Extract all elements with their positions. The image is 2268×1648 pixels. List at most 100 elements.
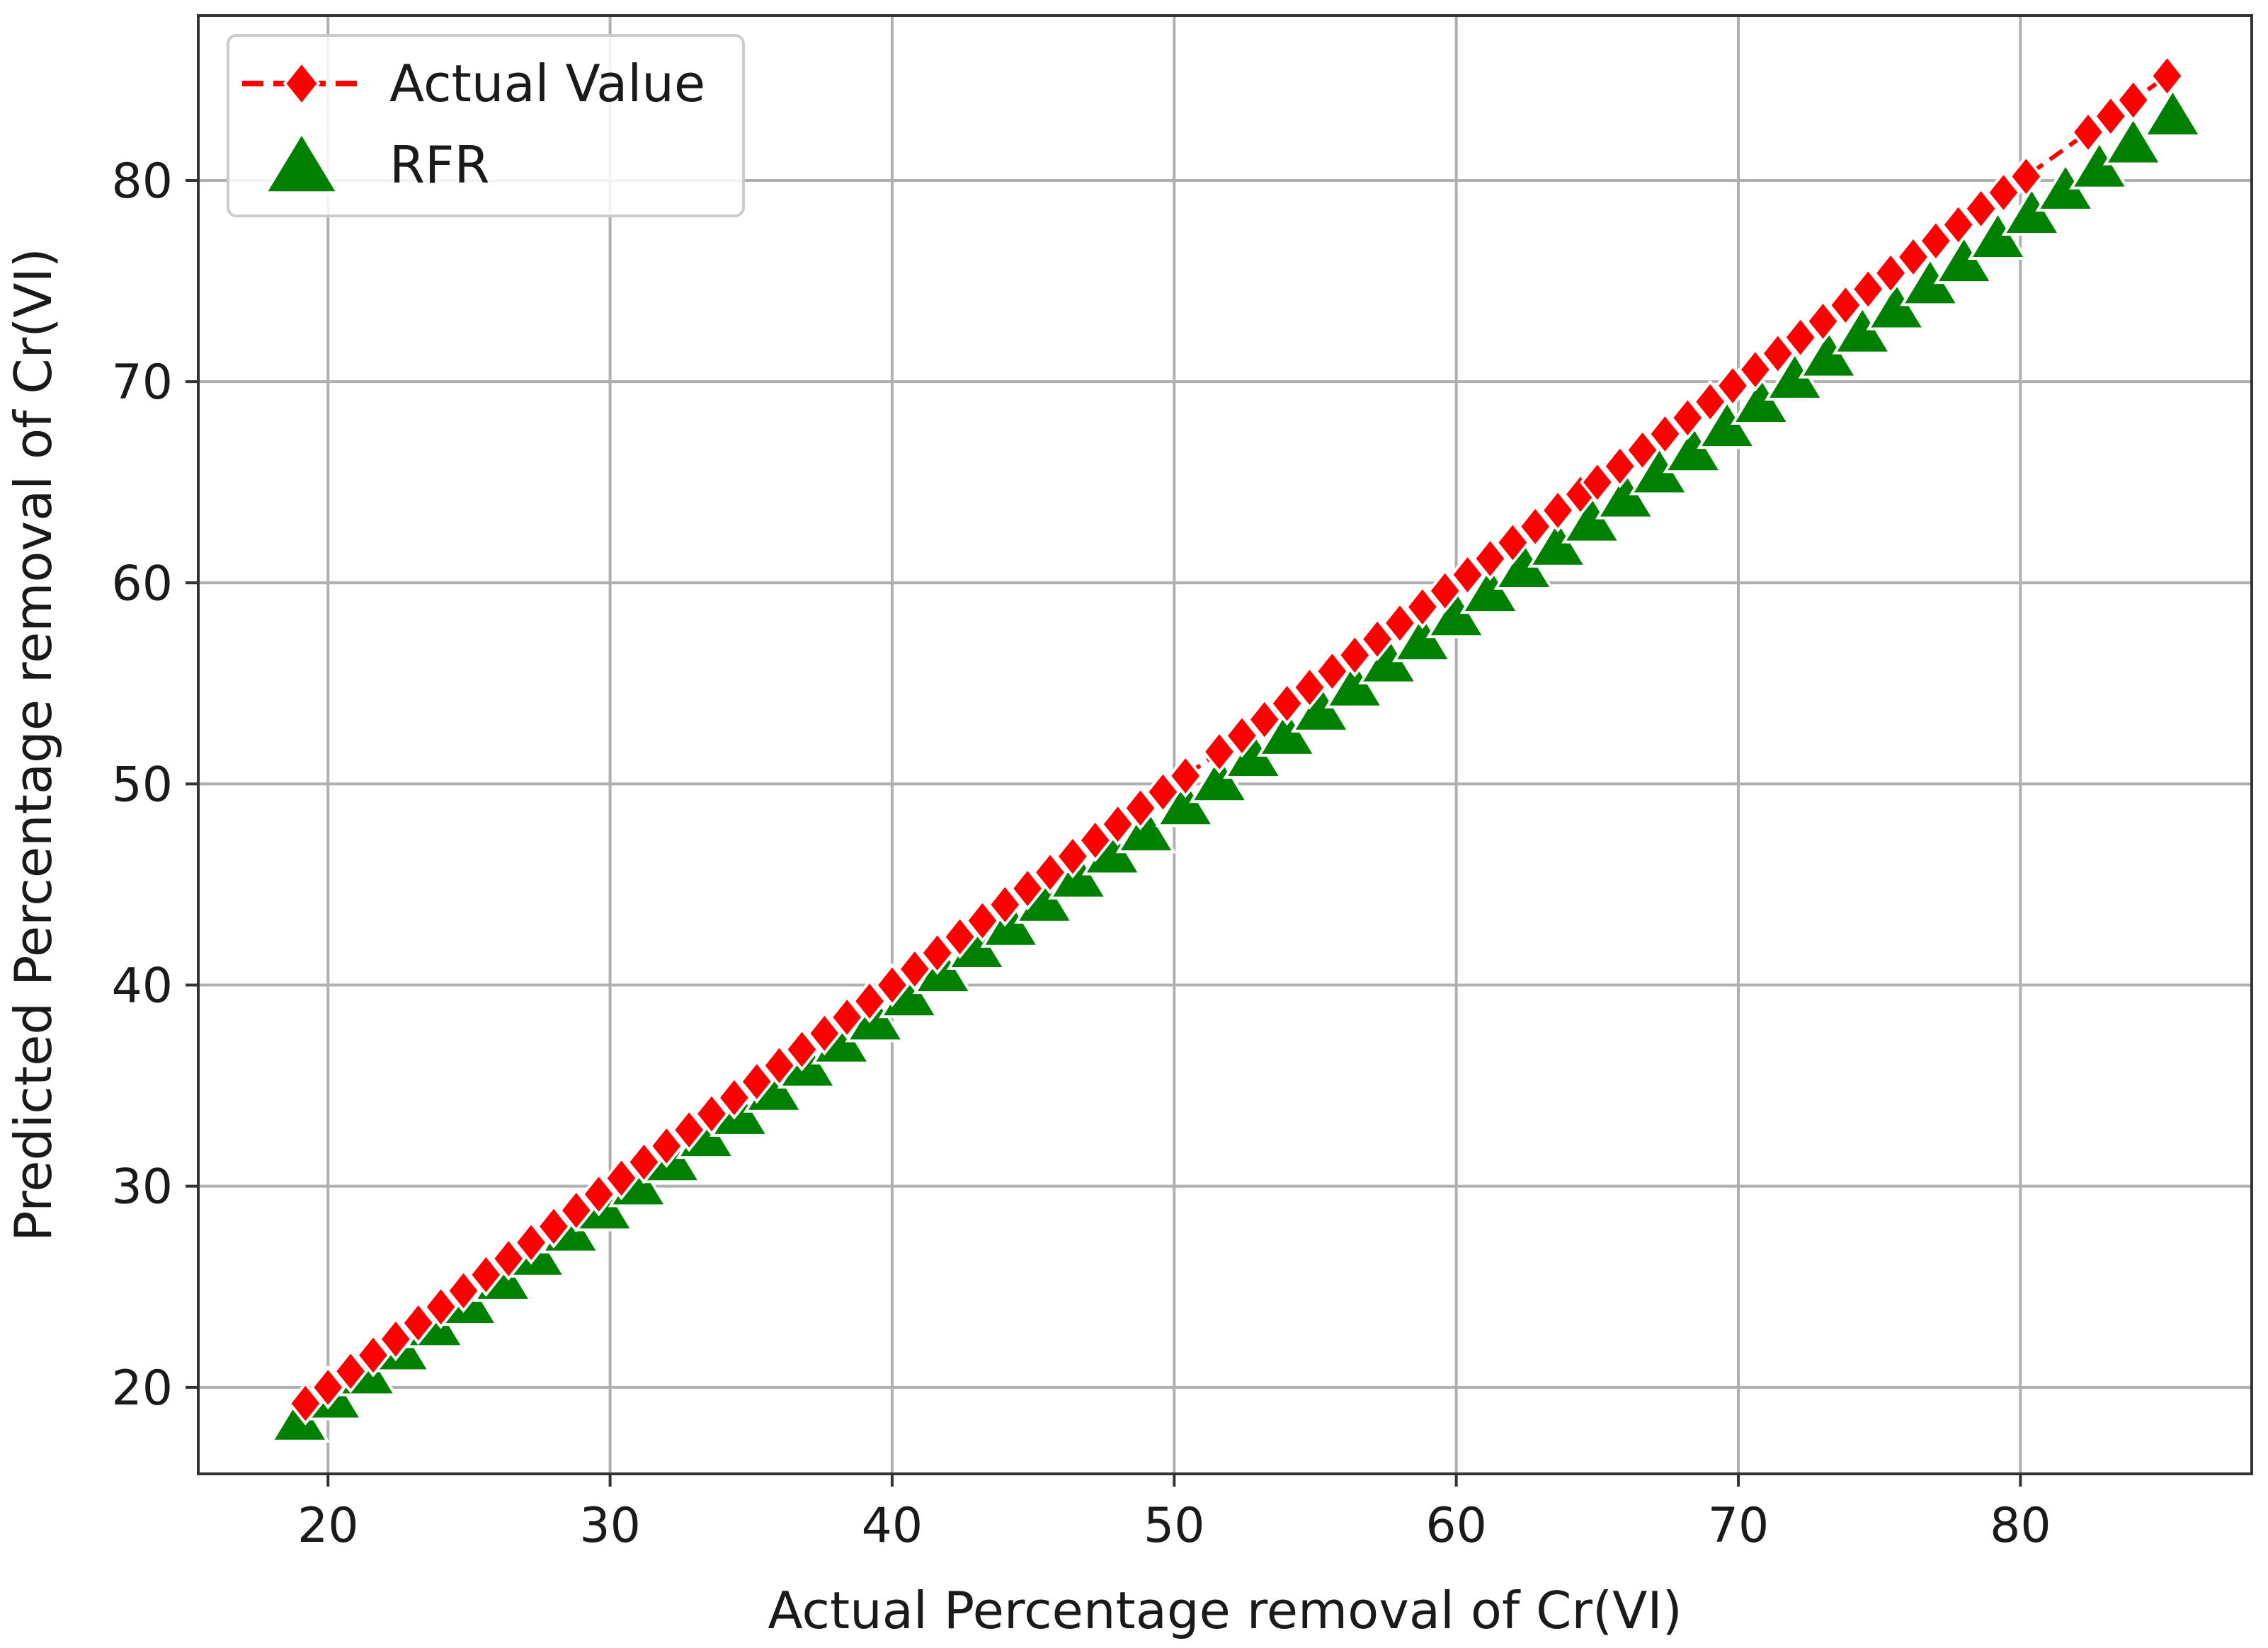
actual-value-point <box>1850 267 1886 311</box>
actual-value-point <box>1449 552 1486 597</box>
actual-value-point <box>1715 363 1750 408</box>
y-tick-label: 60 <box>111 556 173 612</box>
legend-actual-value-diamond <box>283 59 321 108</box>
actual-value-point <box>1602 444 1638 488</box>
y-tick-label: 80 <box>111 154 173 210</box>
actual-value-point <box>1940 202 1976 247</box>
rfr-point <box>2102 115 2164 166</box>
actual-value-point <box>1495 520 1531 565</box>
actual-value-point <box>603 1156 639 1201</box>
actual-value-point <box>1760 331 1796 376</box>
actual-value-point <box>874 963 910 1007</box>
actual-value-point <box>1337 633 1373 677</box>
actual-value-point <box>1692 379 1728 424</box>
actual-value-point <box>1985 170 2022 215</box>
y-tick-label: 30 <box>111 1160 173 1215</box>
legend-actual-value-label: Actual Value <box>389 54 705 113</box>
actual-value-point <box>333 1349 369 1394</box>
axes-frame <box>197 14 2253 1475</box>
y-tick-label: 50 <box>111 757 173 813</box>
actual-value-point <box>287 1381 324 1426</box>
actual-value-point <box>896 946 933 992</box>
actual-value-point <box>1032 850 1068 895</box>
actual-value-point <box>2149 54 2185 98</box>
actual-value-point <box>1077 818 1113 863</box>
actual-value-point <box>310 1365 346 1410</box>
actual-value-point <box>1269 681 1305 726</box>
actual-value-point <box>1054 834 1090 879</box>
actual-value-point <box>2070 110 2106 155</box>
x-tick-label: 40 <box>862 1498 923 1554</box>
actual-value-point <box>852 979 888 1024</box>
actual-value-point <box>1100 802 1136 847</box>
actual-value-point <box>1828 282 1864 328</box>
actual-value-point <box>445 1269 481 1313</box>
actual-value-point <box>1963 186 1999 231</box>
actual-value-point <box>1382 600 1418 646</box>
x-axis-label: Actual Percentage removal of Cr(VI) <box>768 1581 1682 1640</box>
actual-value-point <box>1517 504 1554 549</box>
actual-value-point <box>1224 714 1260 758</box>
actual-value-point <box>919 930 955 975</box>
actual-value-point <box>1917 219 1954 263</box>
series-rfr <box>269 87 2204 1443</box>
legend-rfr-triangle <box>263 130 341 195</box>
actual-value-point <box>400 1300 436 1346</box>
series-actual-value <box>287 54 2185 1426</box>
actual-value-point <box>784 1027 820 1072</box>
actual-value-point <box>1737 347 1773 392</box>
actual-value-point <box>1314 649 1350 694</box>
actual-value-point <box>694 1092 729 1136</box>
actual-value-point <box>1579 459 1615 505</box>
actual-value-point <box>1246 697 1282 742</box>
actual-value-point <box>377 1317 414 1361</box>
actual-value-point <box>626 1140 662 1184</box>
actual-value-point <box>671 1107 707 1152</box>
actual-value-point <box>513 1220 549 1265</box>
actual-value-point <box>829 995 865 1040</box>
y-tick-label: 20 <box>111 1361 173 1417</box>
actual-value-point <box>1805 299 1841 344</box>
actual-value-point <box>1404 585 1440 629</box>
actual-value-point <box>1145 769 1181 814</box>
actual-value-point <box>2092 93 2129 139</box>
x-tick-label: 80 <box>1990 1498 2051 1554</box>
actual-value-point <box>761 1043 797 1088</box>
actual-value-point <box>535 1204 571 1249</box>
actual-value-point <box>1624 428 1660 472</box>
legend-rfr-label: RFR <box>389 135 489 195</box>
legend-frame <box>227 34 745 217</box>
rfr-point <box>2142 87 2204 137</box>
actual-value-point <box>649 1123 685 1169</box>
series-layer <box>269 54 2204 1443</box>
rfr-point <box>1115 803 1177 854</box>
actual-value-point <box>1873 251 1909 295</box>
x-tick-label: 50 <box>1144 1498 1205 1554</box>
legend-actual-value-marker <box>242 59 361 108</box>
actual-value-point <box>716 1075 752 1120</box>
actual-value-point <box>423 1284 459 1329</box>
actual-value-point <box>581 1172 617 1217</box>
legend: Actual Value RFR <box>227 34 745 217</box>
actual-value-point <box>964 898 1001 943</box>
x-tick-label: 70 <box>1708 1498 1770 1554</box>
actual-value-point <box>1472 536 1508 581</box>
actual-value-point <box>942 915 978 959</box>
actual-value-point <box>1360 617 1396 662</box>
y-tick-label: 40 <box>111 959 173 1014</box>
actual-value-point <box>807 1011 843 1055</box>
actual-value-point <box>1202 729 1237 774</box>
actual-value-point <box>739 1059 775 1104</box>
actual-value-point <box>355 1333 391 1378</box>
x-tick-label: 60 <box>1425 1498 1487 1554</box>
actual-value-point <box>1292 665 1328 710</box>
actual-value-point <box>2008 154 2044 199</box>
x-tick-label: 30 <box>579 1498 641 1554</box>
actual-value-point <box>558 1188 594 1232</box>
y-tick-label: 70 <box>111 355 173 411</box>
x-tick-label: 20 <box>297 1498 359 1554</box>
actual-value-point <box>1896 234 1931 280</box>
tick-layer: 20 30 40 50 60 70 80 20 30 40 50 60 70 80 <box>111 154 2051 1554</box>
legend-rfr-marker <box>263 130 341 195</box>
